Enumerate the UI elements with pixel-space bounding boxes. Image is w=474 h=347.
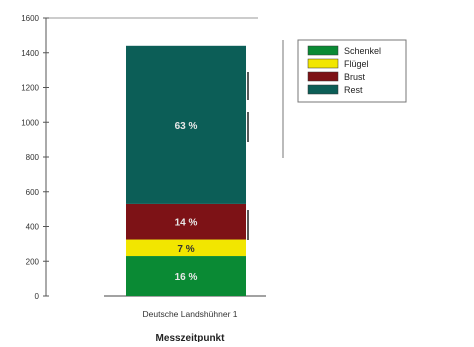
legend-label: Brust bbox=[344, 72, 366, 82]
legend-swatch bbox=[307, 84, 339, 95]
y-tick-label: 1000 bbox=[21, 118, 39, 127]
x-tick-label: Deutsche Landshühner 1 bbox=[143, 309, 238, 319]
legend-swatch bbox=[307, 45, 339, 56]
label-layer: 16 % 7 % 14 % 63 % Deutsche Landshühner 1 Mes… bbox=[143, 121, 238, 344]
x-axis-title: Messzeitpunkt bbox=[156, 333, 226, 342]
legend-label: Flügel bbox=[344, 59, 369, 69]
data-label: 16 % bbox=[175, 272, 198, 283]
y-tick-label: 600 bbox=[26, 188, 40, 197]
bar-segment bbox=[126, 256, 246, 296]
legend-label: Rest bbox=[344, 85, 363, 95]
y-tick-label: 1400 bbox=[21, 49, 39, 58]
data-label: 63 % bbox=[175, 121, 198, 132]
bar-segment bbox=[126, 203, 246, 240]
y-tick-label: 1200 bbox=[21, 84, 39, 93]
y-tick-label: 0 bbox=[35, 292, 40, 301]
bar-segment bbox=[126, 45, 246, 204]
y-tick-label: 400 bbox=[26, 223, 40, 232]
legend-swatch bbox=[307, 58, 339, 69]
y-tick-label: 200 bbox=[26, 257, 40, 266]
y-tick-label: 1600 bbox=[21, 14, 39, 23]
bar-segment bbox=[126, 239, 246, 257]
data-label: 7 % bbox=[177, 244, 194, 255]
legend-swatch bbox=[307, 71, 339, 82]
y-tick-label: 800 bbox=[26, 153, 40, 162]
legend-label: Schenkel bbox=[344, 46, 381, 56]
legend: Schenkel Flügel Brust Rest bbox=[282, 39, 407, 158]
bar-layer bbox=[126, 45, 249, 296]
data-label: 14 % bbox=[175, 218, 198, 229]
